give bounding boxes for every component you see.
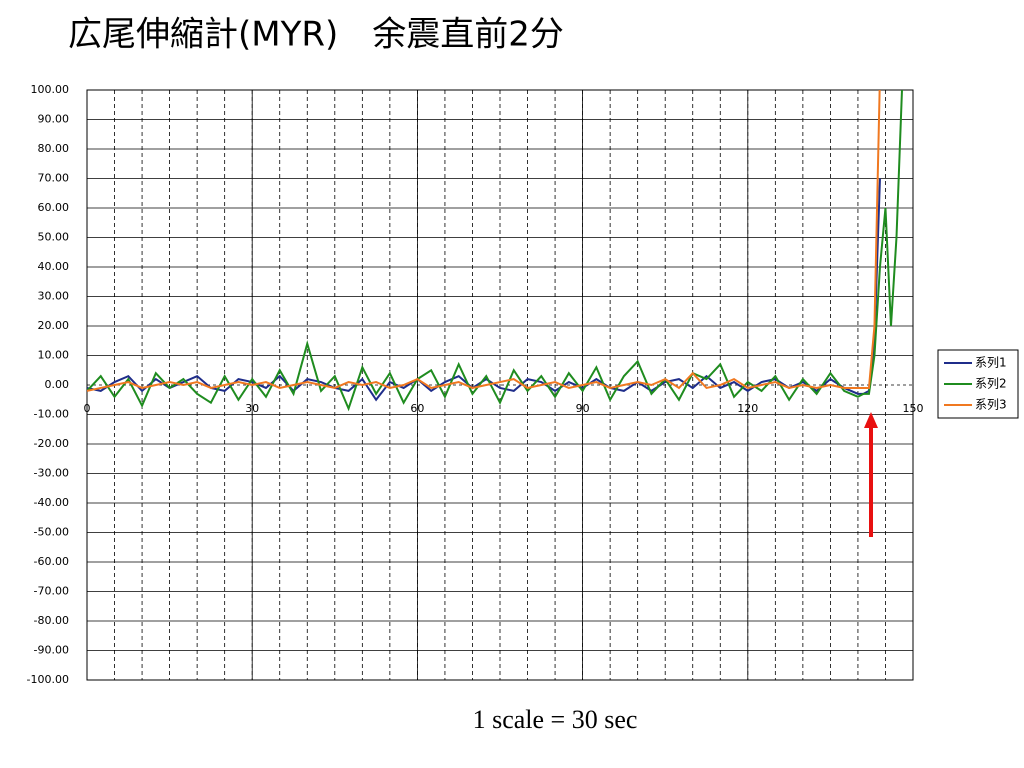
series-line [87, 90, 903, 412]
series-line [87, 90, 881, 392]
y-tick-label: 70.00 [38, 172, 70, 185]
y-tick-label: -70.00 [34, 585, 69, 598]
y-tick-label: -80.00 [34, 614, 69, 627]
x-tick-label: 0 [84, 402, 91, 415]
y-tick-label: -20.00 [34, 437, 69, 450]
plot-lines [87, 90, 903, 412]
x-tick-label: 60 [410, 402, 424, 415]
y-tick-label: -90.00 [34, 644, 69, 657]
x-tick-label: 90 [576, 402, 590, 415]
y-tick-label: -60.00 [34, 555, 69, 568]
y-tick-label: 60.00 [38, 201, 70, 214]
x-tick-label: 120 [737, 402, 758, 415]
plot-frame [86, 89, 914, 681]
x-tick-label: 150 [903, 402, 924, 415]
legend-label: 系列2 [975, 377, 1007, 391]
series-line [87, 178, 881, 402]
y-tick-label: -100.00 [27, 673, 69, 686]
y-tick-label: 50.00 [38, 231, 70, 244]
chart-title: 広尾伸縮計(MYR) 余震直前2分 [68, 15, 564, 55]
y-tick-label: 90.00 [38, 113, 70, 126]
y-tick-label: 100.00 [31, 83, 70, 96]
arrow-head [864, 412, 878, 428]
legend-label: 系列1 [975, 356, 1007, 370]
annotation: 1 scale = 30 sec [473, 705, 638, 734]
y-tick-label: 20.00 [38, 319, 70, 332]
legend-label: 系列3 [975, 398, 1007, 412]
y-tick-label: 40.00 [38, 260, 70, 273]
y-tick-label: -30.00 [34, 467, 69, 480]
y-tick-label: -50.00 [34, 526, 69, 539]
y-tick-label: 0.00 [45, 378, 70, 391]
y-tick-label: -10.00 [34, 408, 69, 421]
grid [86, 89, 914, 681]
y-tick-label: 30.00 [38, 290, 70, 303]
y-tick-label: 10.00 [38, 349, 70, 362]
y-tick-label: -40.00 [34, 496, 69, 509]
x-tick-label: 30 [245, 402, 259, 415]
y-tick-label: 80.00 [38, 142, 70, 155]
